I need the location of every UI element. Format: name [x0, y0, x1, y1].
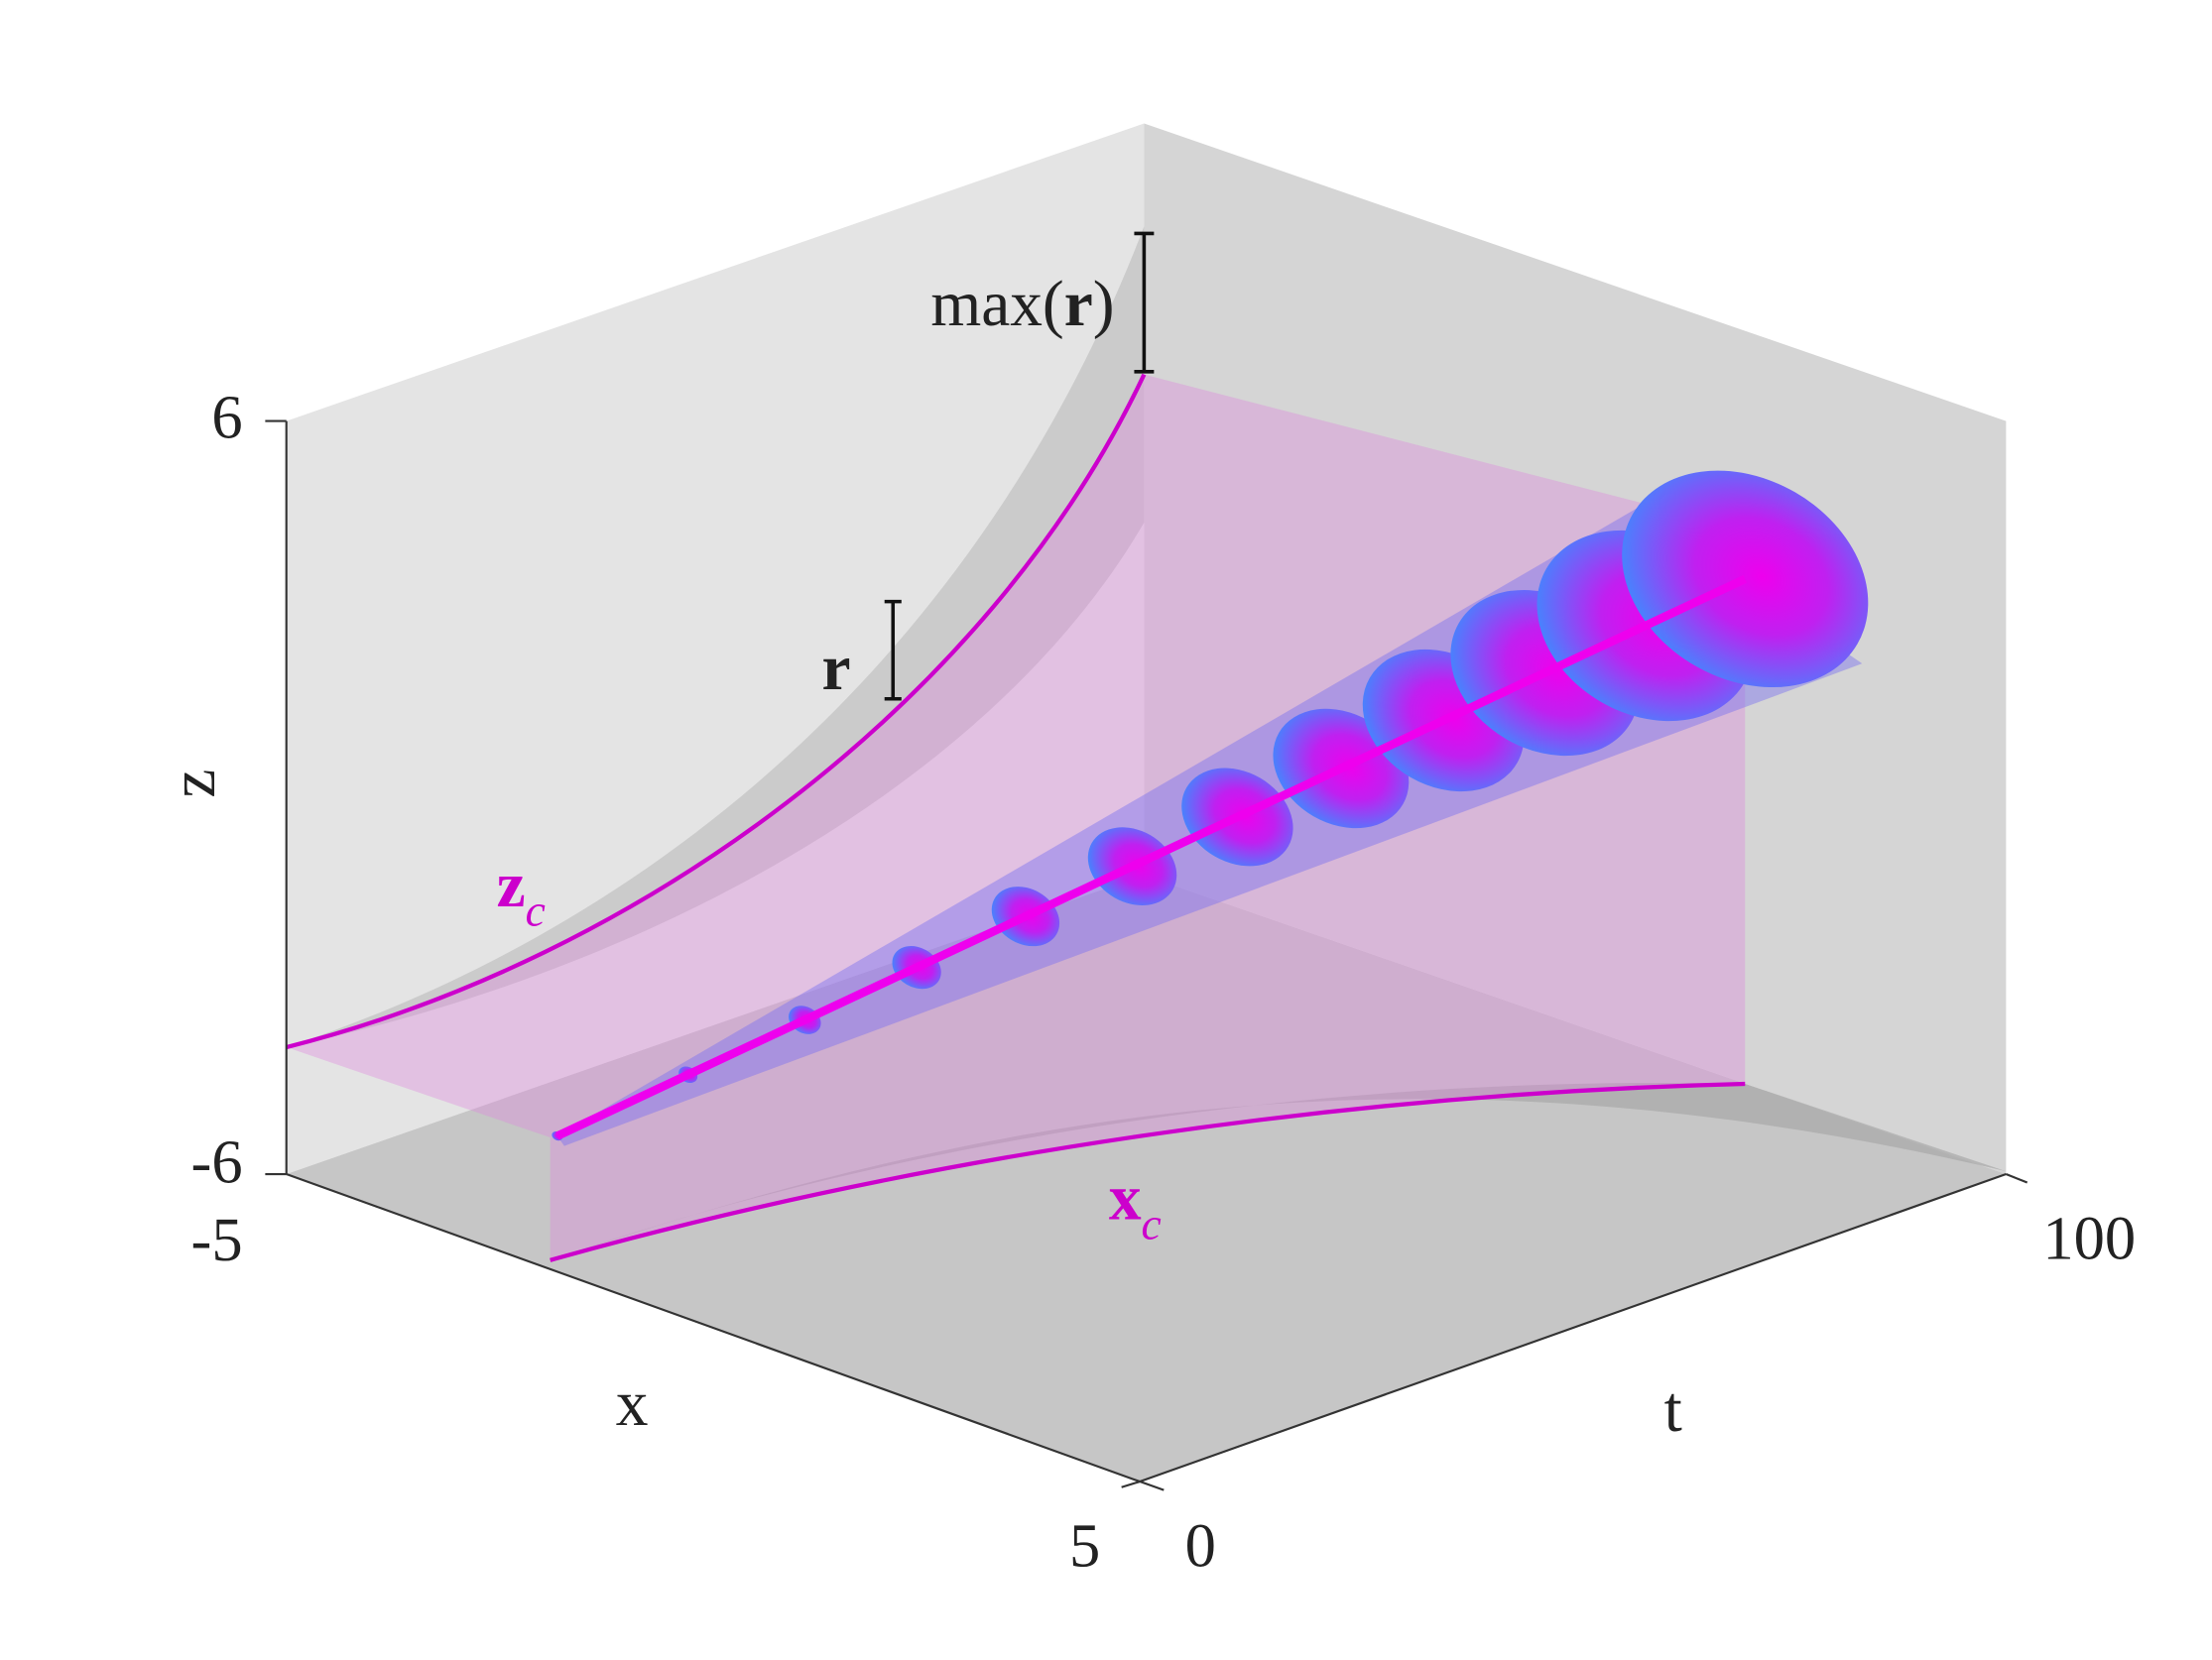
pink-plane — [286, 374, 1746, 1260]
t-tick-label: 0 — [1185, 1510, 1216, 1580]
wall-shadow — [286, 226, 1145, 1048]
t-tick-label: 100 — [2042, 1203, 2136, 1272]
x-c-curve — [550, 1081, 1746, 1262]
tick-mark — [1139, 1481, 1165, 1491]
x-tick-label: -5 — [190, 1205, 242, 1274]
z-axis-label: z — [158, 770, 229, 798]
left-wall — [286, 123, 1145, 1175]
max-r-suffix: ) — [1093, 269, 1115, 340]
tick-mark — [1121, 1481, 1141, 1488]
t-axis-label: t — [1664, 1374, 1682, 1446]
tick-mark — [2005, 1173, 2028, 1184]
x-c-sub: c — [1142, 1198, 1162, 1248]
x-c-label: xc — [1109, 1163, 1162, 1249]
z-c-sub: c — [526, 886, 546, 936]
z-c-label: zc — [497, 850, 546, 936]
max-r-symbol: r — [1064, 269, 1093, 340]
t-axis-line — [1139, 1173, 2007, 1483]
max-r-prefix: max( — [930, 269, 1063, 340]
x-tick-label: 5 — [1069, 1510, 1100, 1580]
r-label: r — [822, 633, 851, 704]
max-r-label: max(r) — [930, 269, 1114, 340]
z-c-base: z — [497, 850, 526, 921]
floor — [286, 875, 2007, 1482]
x-axis-label: x — [616, 1368, 649, 1440]
center-line — [554, 574, 1748, 1140]
x-c-base: x — [1109, 1163, 1142, 1235]
z-tick-label: -6 — [190, 1127, 242, 1197]
z-c-curve — [286, 373, 1147, 1050]
z-tick-label: 6 — [211, 383, 242, 452]
x-axis-line — [286, 1173, 1141, 1483]
